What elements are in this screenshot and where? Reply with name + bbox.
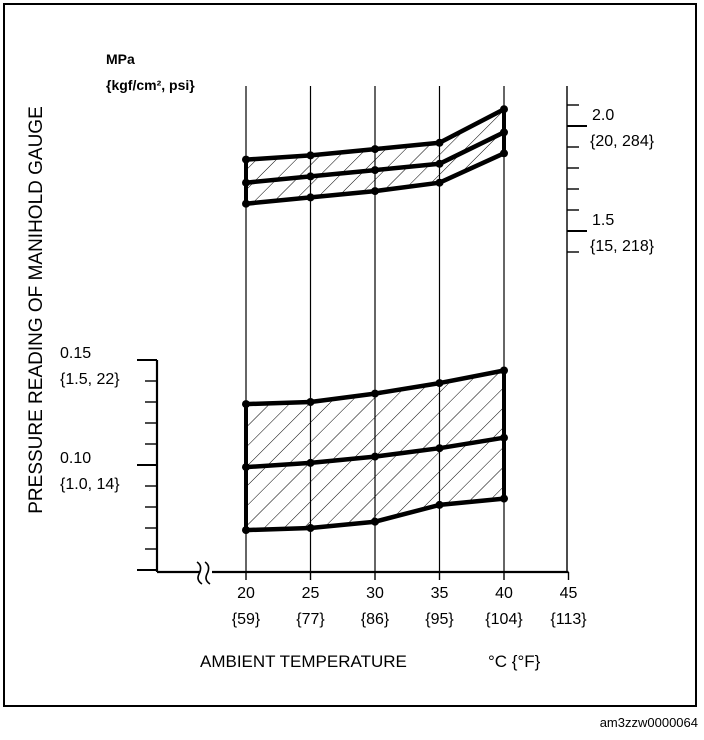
x-axis-label: AMBIENT TEMPERATURE <box>200 652 407 671</box>
series-lines <box>242 105 508 535</box>
x-tick-label-20: 20 <box>237 585 255 602</box>
x-tick-sublabel-25: {77} <box>296 611 325 628</box>
data-point-low-upper <box>371 389 379 398</box>
data-point-high-lower <box>306 193 315 202</box>
x-tick-sublabel-30: {86} <box>361 611 390 628</box>
data-point-high-middle <box>500 128 508 137</box>
data-point-high-lower <box>242 199 250 208</box>
data-point-high-middle <box>242 178 250 187</box>
x-tick-label-35: 35 <box>431 585 449 602</box>
x-tick-sublabel-40: {104} <box>485 611 523 628</box>
data-point-low-lower <box>500 494 508 503</box>
axis-break-mark-2 <box>204 561 211 585</box>
axis-break-mark-1 <box>196 561 203 585</box>
outer-frame <box>3 3 697 707</box>
data-point-low-middle <box>306 458 315 467</box>
data-point-low-lower <box>371 517 379 526</box>
x-tick-label-30: 30 <box>366 585 384 602</box>
figure-code: am3zzw0000064 <box>600 715 698 730</box>
y-high-tick-label-1.5: 1.5 <box>592 212 614 229</box>
x-tick-sublabel-20: {59} <box>232 611 261 628</box>
data-point-low-upper <box>435 379 444 388</box>
data-point-high-middle <box>371 166 379 175</box>
y-low-tick-label-0.10: 0.10 <box>60 450 91 467</box>
data-point-low-middle <box>435 444 444 453</box>
axes <box>137 86 587 585</box>
data-point-high-middle <box>435 159 444 168</box>
data-point-low-middle <box>371 452 379 461</box>
data-point-low-lower <box>306 524 315 532</box>
x-tick-sublabel-45: {113} <box>550 611 587 628</box>
y-low-tick-sublabel-0.10: {1.0, 14} <box>60 476 120 493</box>
data-point-high-upper <box>500 105 508 114</box>
y-unit-label-sub: {kgf/cm², psi} <box>106 77 195 93</box>
y-axis-label: PRESSURE READING OF MANIHOLD GAUGE <box>26 106 47 514</box>
y-high-tick-sublabel-1.5: {15, 218} <box>590 238 655 255</box>
band-low <box>246 370 504 531</box>
data-point-high-middle <box>306 172 315 181</box>
data-point-low-lower <box>435 500 444 509</box>
data-point-low-upper <box>242 400 250 409</box>
tick-labels: 20 {59} 25 {77} 30 {86} 35 {95} 40 {104} 45 {113} 0.… <box>60 107 655 628</box>
data-point-high-upper <box>242 155 250 164</box>
data-point-low-upper <box>500 366 508 375</box>
data-point-low-middle <box>242 463 250 472</box>
y-high-tick-label-2.0: 2.0 <box>592 107 614 124</box>
x-axis-unit: °C {°F} <box>488 652 541 671</box>
data-point-low-middle <box>500 433 508 442</box>
data-point-high-lower <box>435 178 444 187</box>
data-point-high-upper <box>371 145 379 154</box>
y-high-tick-sublabel-2.0: {20, 284} <box>590 133 655 150</box>
data-point-low-lower <box>242 526 250 535</box>
data-point-high-upper <box>435 138 444 147</box>
x-tick-label-45: 45 <box>560 585 578 602</box>
data-point-low-upper <box>306 398 315 406</box>
x-tick-sublabel-35: {95} <box>425 611 454 628</box>
x-tick-label-25: 25 <box>302 585 320 602</box>
y-unit-label-main: MPa <box>106 51 135 67</box>
y-low-tick-sublabel-0.15: {1.5, 22} <box>60 371 120 388</box>
data-point-high-lower <box>500 149 508 158</box>
data-point-high-lower <box>371 187 379 196</box>
data-point-high-upper <box>306 151 315 160</box>
y-low-tick-label-0.15: 0.15 <box>60 345 91 362</box>
x-tick-label-40: 40 <box>495 585 513 602</box>
